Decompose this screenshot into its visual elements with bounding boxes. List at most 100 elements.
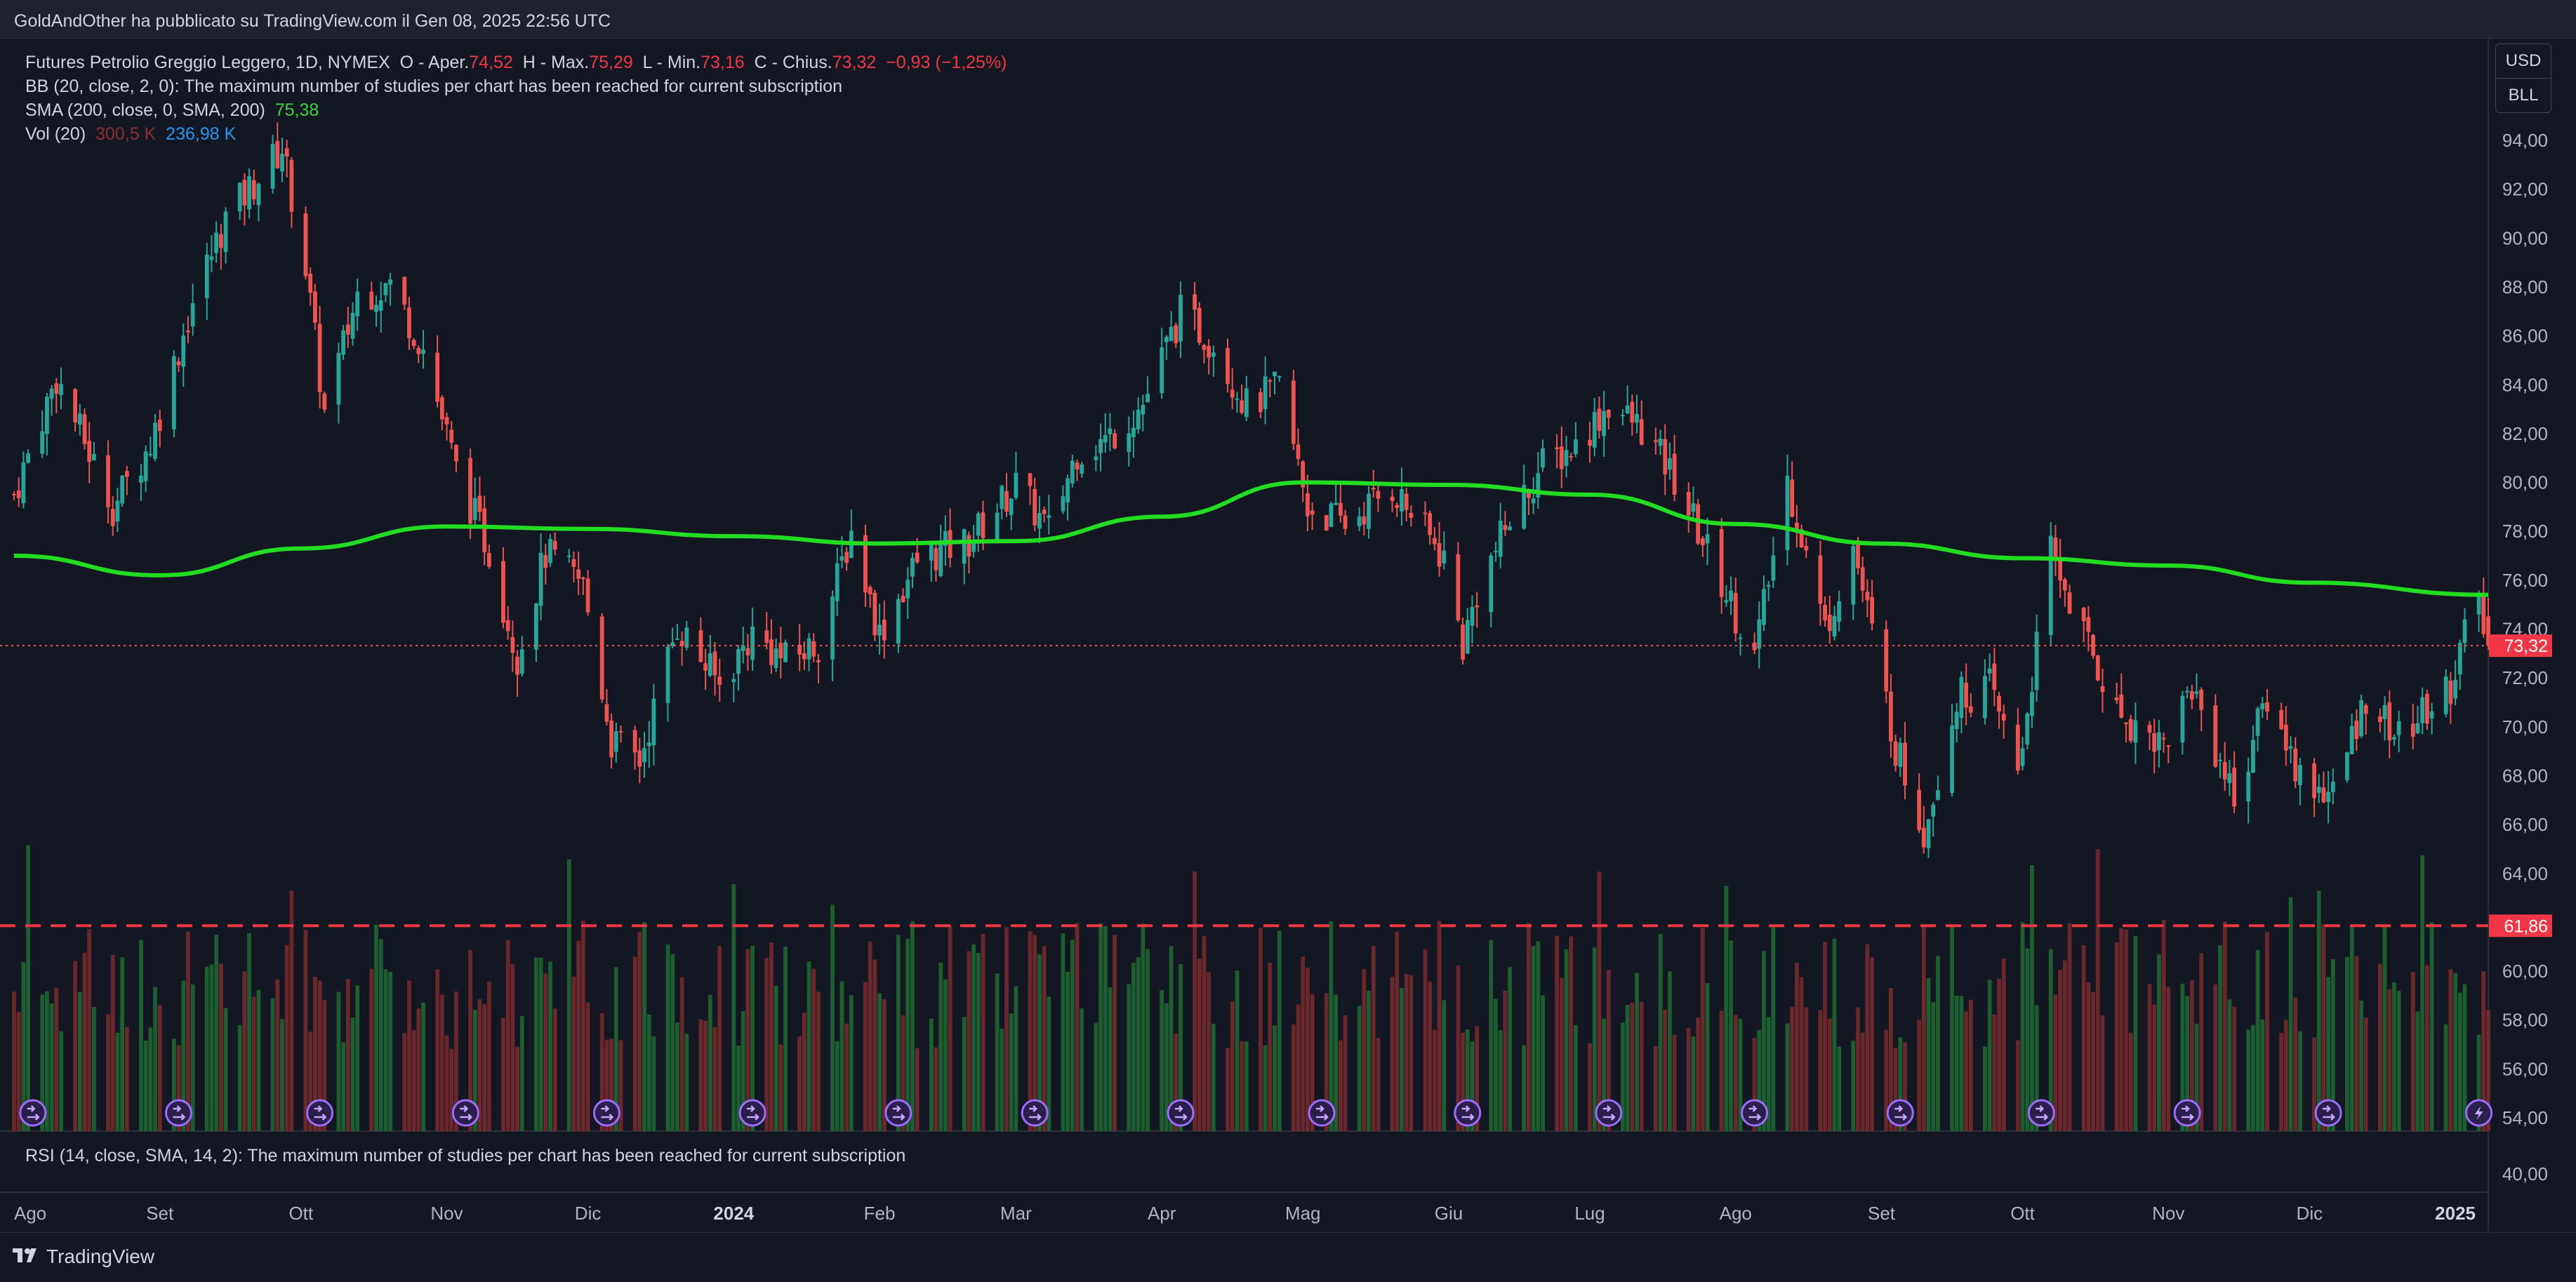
candle (1113, 429, 1117, 450)
candle-body (1437, 543, 1442, 567)
event-marker-icon[interactable] (2027, 1099, 2055, 1127)
candle-body (45, 396, 49, 434)
volume-bar (816, 991, 821, 1131)
volume-bar (1959, 996, 1964, 1131)
candle-body (1870, 596, 1874, 624)
candle (637, 737, 642, 784)
candle-body (1898, 742, 1903, 768)
candle (1592, 398, 1597, 457)
volume-bar (157, 1005, 162, 1131)
candle (1164, 335, 1169, 360)
candle-body (651, 698, 656, 746)
volume-bar (1790, 1006, 1795, 1131)
low-label: L - Min. (642, 53, 701, 72)
candle (110, 495, 115, 536)
volume-bar (538, 957, 543, 1131)
candle-body (1174, 325, 1179, 344)
candle-body (1207, 346, 1211, 358)
candle (1169, 311, 1174, 342)
candle-body (1136, 409, 1141, 429)
candle (2293, 737, 2298, 788)
volume-bar (1762, 951, 1766, 1131)
candle-body (844, 552, 849, 563)
volume-bar (2265, 932, 2269, 1131)
dividend-arrow-icon (1461, 1105, 1475, 1121)
event-marker-icon[interactable] (738, 1099, 766, 1127)
price-chart[interactable]: 94,00 92,00 90,00 88,00 86,00 84,00 82,00 80,00… (0, 39, 2576, 1231)
event-marker-icon[interactable] (592, 1099, 620, 1127)
volume-bar (882, 999, 887, 1131)
event-marker-icon[interactable] (165, 1099, 193, 1127)
candle-body (684, 627, 689, 648)
volume-bar (2387, 989, 2392, 1131)
volume-bar (1028, 931, 1033, 1131)
candle-body (1211, 352, 1216, 357)
volume-bar (2147, 984, 2152, 1131)
event-marker-icon[interactable] (1021, 1099, 1049, 1127)
volume-bar (863, 982, 868, 1131)
volume-bar (1014, 986, 1018, 1131)
dividend-arrow-icon (892, 1105, 905, 1121)
event-marker-icon[interactable] (2314, 1099, 2342, 1127)
candle (369, 281, 374, 310)
volume-bar (1211, 1024, 1216, 1131)
candle (1075, 459, 1080, 481)
event-marker-icon[interactable] (306, 1099, 334, 1127)
event-marker-icon[interactable] (1167, 1099, 1195, 1127)
currency-label[interactable]: USD (2505, 51, 2542, 70)
event-marker-icon[interactable] (884, 1099, 912, 1127)
candle (1790, 461, 1795, 518)
candle (472, 477, 477, 526)
volume-bar (2128, 1032, 2133, 1131)
candle-body (618, 730, 623, 733)
candle (1564, 436, 1569, 478)
event-marker-ring (2173, 1099, 2201, 1127)
event-marker-icon[interactable] (1886, 1099, 1914, 1127)
candle (1338, 483, 1343, 523)
event-marker-icon[interactable] (2465, 1099, 2493, 1127)
event-marker-icon[interactable] (1741, 1099, 1769, 1127)
candle (604, 689, 609, 726)
candle (280, 138, 284, 182)
volume-bar (2091, 991, 2095, 1131)
candle-body (783, 642, 788, 662)
volume-bar (1409, 975, 1414, 1131)
event-marker-icon[interactable] (19, 1099, 47, 1127)
event-marker-icon[interactable] (1595, 1099, 1623, 1127)
legend-bb-row: BB (20, close, 2, 0): The maximum number… (25, 76, 842, 96)
volume-bar (1456, 965, 1461, 1131)
candle (515, 650, 519, 697)
currency-unit-selector[interactable]: USD BLL (2495, 44, 2551, 113)
unit-label[interactable]: BLL (2496, 78, 2551, 112)
candle-body (1193, 294, 1197, 310)
event-marker-icon[interactable] (451, 1099, 479, 1127)
candle (2255, 706, 2260, 752)
volume-bar (835, 1041, 839, 1131)
volume-bar (1343, 1015, 1348, 1131)
candle (552, 532, 557, 556)
candle (613, 722, 618, 763)
candle (2448, 672, 2453, 724)
candle (1968, 693, 1973, 718)
candle-body (2246, 771, 2251, 802)
event-marker-ring (2314, 1099, 2342, 1127)
event-marker-icon[interactable] (2173, 1099, 2201, 1127)
candle-body (2086, 617, 2091, 632)
candle (383, 282, 388, 302)
candle (618, 726, 623, 743)
candle (2382, 696, 2387, 741)
candle-body (1555, 447, 1559, 450)
event-marker-icon[interactable] (1308, 1099, 1336, 1127)
candle-body (981, 512, 985, 538)
candle (2330, 768, 2335, 805)
candle-body (1752, 642, 1757, 650)
candle (256, 182, 261, 222)
volume-bar (604, 1039, 609, 1131)
volume-bar (1108, 987, 1113, 1131)
candle (1865, 579, 1870, 617)
candle (106, 440, 110, 523)
candle-body (2114, 697, 2119, 701)
volume-bar (1630, 1002, 1635, 1131)
candle (1893, 735, 1898, 772)
event-marker-icon[interactable] (1454, 1099, 1482, 1127)
